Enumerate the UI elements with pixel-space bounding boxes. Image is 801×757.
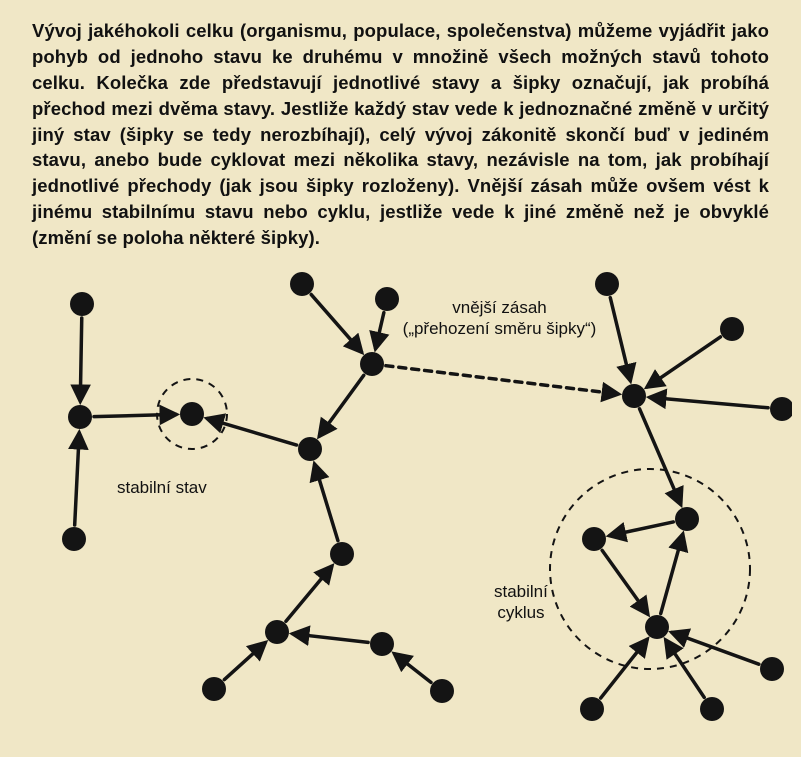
state-node-icon [770, 397, 792, 421]
state-node-icon [645, 615, 669, 639]
label-external-intervention: vnější zásah („přehození směru šipky“) [372, 297, 627, 340]
state-node-icon [62, 527, 86, 551]
edge-icon [610, 522, 674, 536]
edge-icon [80, 318, 81, 401]
state-node-icon [70, 292, 94, 316]
edge-icon [224, 643, 265, 680]
label-stable-cycle: stabilní cyklus [494, 581, 548, 624]
edge-icon [666, 640, 704, 697]
body-paragraph: Vývoj jakéhokoli celku (organismu, popul… [32, 18, 769, 251]
label-external-line1: vnější zásah [452, 298, 547, 317]
state-node-icon [720, 317, 744, 341]
state-node-icon [622, 384, 646, 408]
edge-icon [94, 414, 176, 416]
state-node-icon [360, 352, 384, 376]
state-node-icon [180, 402, 204, 426]
state-node-icon [290, 272, 314, 296]
state-node-icon [582, 527, 606, 551]
edge-icon [640, 409, 681, 504]
stable-cycle-marker-icon [550, 469, 750, 669]
state-node-icon [675, 507, 699, 531]
dashed-edge-icon [386, 366, 618, 394]
edge-icon [286, 566, 332, 621]
edge-icon [601, 640, 647, 698]
edge-icon [672, 633, 759, 665]
state-node-icon [370, 632, 394, 656]
state-diagram: stabilní stav vnější zásah („přehození s… [32, 259, 792, 729]
label-external-line2: („přehození směru šipky“) [403, 319, 597, 338]
edge-icon [75, 433, 80, 525]
edge-icon [293, 634, 368, 643]
edge-icon [602, 550, 648, 614]
state-node-icon [330, 542, 354, 566]
label-stable-state: stabilní stav [117, 477, 207, 498]
state-node-icon [700, 697, 724, 721]
state-node-icon [68, 405, 92, 429]
state-node-icon [580, 697, 604, 721]
edge-icon [311, 295, 361, 352]
state-node-icon [430, 679, 454, 703]
edge-icon [207, 419, 296, 445]
label-stable-cycle-line2: cyklus [497, 603, 544, 622]
edge-icon [319, 375, 363, 436]
state-node-icon [595, 272, 619, 296]
state-node-icon [298, 437, 322, 461]
state-node-icon [265, 620, 289, 644]
label-stable-cycle-line1: stabilní [494, 582, 548, 601]
page-container: Vývoj jakéhokoli celku (organismu, popul… [0, 0, 801, 739]
state-node-icon [760, 657, 784, 681]
edge-icon [315, 464, 338, 540]
state-node-icon [202, 677, 226, 701]
edge-icon [650, 397, 768, 407]
edge-icon [647, 337, 720, 387]
edge-icon [661, 534, 683, 613]
edge-icon [395, 654, 431, 683]
